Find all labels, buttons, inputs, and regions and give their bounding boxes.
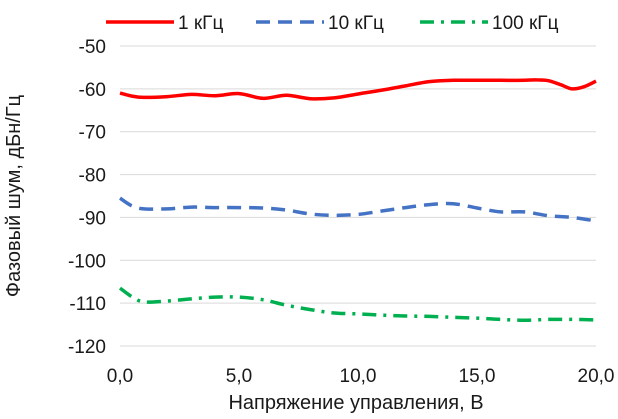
x-tick-label: 15,0 — [459, 366, 496, 387]
x-tick-label: 5,0 — [226, 366, 252, 387]
y-axis-title: Фазовый шум, дБн/Гц — [3, 95, 25, 297]
legend: 1 кГц 10 кГц 100 кГц — [106, 13, 559, 34]
legend-label: 100 кГц — [492, 13, 559, 34]
x-tick-label: 10,0 — [340, 366, 377, 387]
y-tick-label: -70 — [79, 123, 106, 144]
y-tick-label: -80 — [79, 166, 106, 187]
y-tick-label: -100 — [68, 251, 106, 272]
x-tick-label: 20,0 — [578, 366, 615, 387]
x-tick-label: 0,0 — [107, 366, 133, 387]
y-tick-label: -60 — [79, 80, 106, 101]
y-tick-label: -120 — [68, 337, 106, 358]
y-tick-labels: -50 -60 -70 -80 -90 -100 -110 -120 — [68, 37, 106, 358]
y-tick-label: -90 — [79, 208, 106, 229]
y-tick-label: -110 — [69, 294, 106, 315]
legend-label: 1 кГц — [178, 13, 223, 34]
legend-label: 10 кГц — [328, 13, 384, 34]
y-tick-label: -50 — [79, 37, 106, 58]
x-axis-title: Напряжение управления, В — [228, 392, 483, 414]
series-lines — [118, 78, 597, 323]
gridlines — [120, 45, 596, 347]
series-line — [119, 196, 597, 223]
x-tick-labels: 0,0 5,0 10,0 15,0 20,0 — [107, 366, 615, 387]
series-line — [118, 286, 597, 323]
series-line — [119, 78, 597, 101]
